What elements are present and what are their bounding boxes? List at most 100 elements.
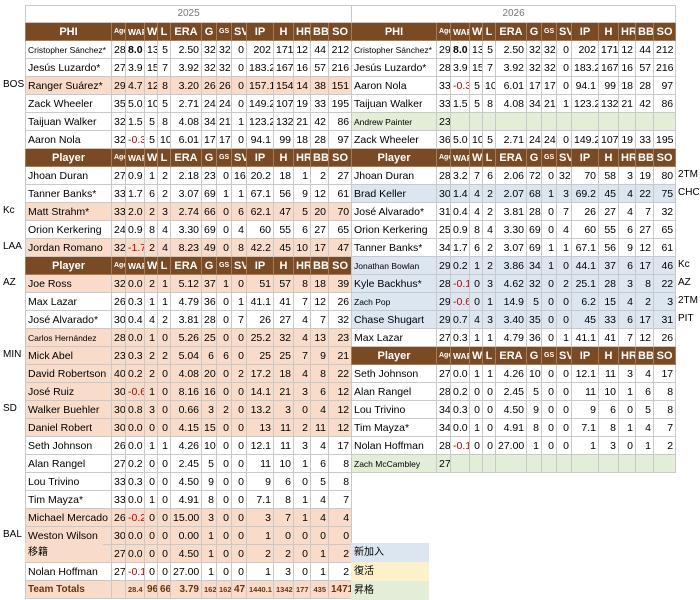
header-war: WAR (450, 148, 470, 167)
stat-gs: 1 (541, 238, 557, 257)
player-age: 30 (111, 418, 126, 437)
stat-ip: 42.2 (246, 238, 274, 257)
stat-l: 0 (157, 490, 171, 509)
stat-w: 5 (469, 94, 483, 113)
stat-hr: 6 (618, 256, 636, 275)
stat-war: 0.2 (450, 256, 470, 275)
stat-g: 32 (526, 40, 542, 59)
stat-hr: 7 (293, 346, 311, 365)
stat-gs: 1 (541, 184, 557, 203)
player-row: Jesús Luzardo*283.91573.9232320183.21671… (351, 58, 677, 77)
team-tag: PIT (678, 313, 694, 324)
header-era: ERA (495, 346, 527, 365)
stat-h: 56 (598, 238, 619, 257)
stat-war: -0.1 (450, 436, 470, 455)
header-bb: BB (310, 148, 329, 167)
stat-era (495, 112, 527, 131)
stat-so: 75 (652, 184, 677, 203)
stat-era: 2.71 (170, 94, 202, 113)
stat-era: 2.07 (495, 184, 527, 203)
stat-war: 0.7 (450, 310, 470, 329)
stat-sv: 0 (556, 76, 572, 95)
team-tag: SD (3, 403, 17, 414)
stat-bb: 18 (310, 274, 329, 293)
stat-w: 3 (144, 400, 158, 419)
player-name: Chase Shugart (351, 310, 437, 329)
stat-g: 36 (201, 292, 217, 311)
stat-gs: 0 (216, 382, 232, 401)
player-row: Cristopher Sánchez*298.01352.50323202021… (351, 40, 677, 59)
stat-w: 15 (469, 58, 483, 77)
column-header-row: PlayerAgeWARWLERAGGSSVIPHHRBBSO (25, 256, 353, 275)
stat-w: 1 (144, 328, 158, 347)
player-row: Jhoan Duran 28 3.2 7 6 2.06 72 0 32 70 58 3 19 80 (351, 166, 677, 185)
stat-gs: 0 (541, 418, 557, 437)
stat-bb: 28 (310, 130, 329, 149)
stat-l: 2 (482, 184, 496, 203)
stat-bb: 2 (635, 292, 654, 311)
player-age: 27 (436, 328, 451, 347)
player-age: 28 (111, 328, 126, 347)
stat-era: 3.07 (495, 238, 527, 257)
stat-h: 167 (598, 58, 619, 77)
header-player: Player (351, 346, 437, 365)
stat-hr: 0 (293, 400, 311, 419)
stat-h (598, 112, 619, 131)
stat-sv: 0 (231, 328, 247, 347)
stat-so: 12 (327, 400, 353, 419)
stat-war: 4.7 (125, 76, 145, 95)
player-row: Max Lazar 27 0.3 1 1 4.79 36 0 1 41.1 41 7 12 26 (351, 328, 677, 347)
stat-war: -0.1 (450, 274, 470, 293)
stat-h: 45 (598, 184, 619, 203)
player-age: 29 (436, 40, 451, 59)
player-age: 27 (111, 454, 126, 473)
stat-hr: 1 (618, 382, 636, 401)
player-age: 26 (111, 436, 126, 455)
player-row: Tanner Banks* 34 1.7 6 2 3.07 69 1 1 67.1 56 9 12 61 (351, 238, 677, 257)
stat-g: 1 (201, 526, 217, 545)
stat-ip: 123.2 (571, 94, 599, 113)
header-so: SO (652, 148, 677, 167)
player-row: Zach McCambley 27 (351, 454, 677, 473)
stat-g: 34 (526, 256, 542, 275)
player-row: Nolan Hoffman 27 -0.1 0 0 27.00 1 0 0 1 3 0 1 2 (25, 562, 353, 581)
stat-g: 5 (526, 382, 542, 401)
header-sv: SV (231, 256, 247, 275)
player-age: 28 (436, 58, 451, 77)
stat-so: 7 (652, 418, 677, 437)
stat-ip: 67.1 (246, 184, 274, 203)
player-name: Jesús Luzardo* (351, 58, 437, 77)
player-age: 28 (436, 166, 451, 185)
header-g: G (526, 22, 542, 41)
stat-so: 8 (652, 400, 677, 419)
player-name: Walker Buehler (25, 400, 112, 419)
stat-era: 4.08 (170, 112, 202, 131)
stat-l: 4 (482, 220, 496, 239)
stat-gs: 0 (216, 490, 232, 509)
player-row: José Alvarado* 30 0.4 4 2 3.81 28 0 7 26 27 4 7 32 (25, 310, 353, 329)
stat-g: 69 (201, 220, 217, 239)
stat-gs: 0 (541, 364, 557, 383)
stat-sv: 2 (556, 274, 572, 293)
stat-war: 0.9 (125, 166, 145, 185)
player-name: Alan Rangel (351, 382, 437, 401)
stat-h: 171 (273, 40, 294, 59)
legend-promoted: 昇格 (351, 581, 429, 600)
stat-gs: 0 (541, 274, 557, 293)
stat-w: 1 (144, 166, 158, 185)
stat-w: 6 (144, 184, 158, 203)
total-gs: 162 (216, 580, 232, 599)
stat-h: 11 (273, 418, 294, 437)
stat-l: 2 (157, 166, 171, 185)
stat-bb: 57 (635, 58, 654, 77)
roster-table-2025: 2025PHIAgeWARWLERAGGSSVIPHHRBBSOCristoph… (24, 5, 353, 599)
stat-ip: 1 (246, 562, 274, 581)
stat-gs: 0 (541, 220, 557, 239)
stat-l: 0 (482, 400, 496, 419)
stat-sv: 16 (231, 166, 247, 185)
player-age: 27 (111, 562, 126, 581)
stat-l: 2 (482, 256, 496, 275)
stat-bb: 0 (310, 526, 329, 545)
stat-war: 0.2 (450, 382, 470, 401)
team-totals-row: Team Totals 28.4 96 66 3.79 162 162 47 1440.1 134… (25, 580, 353, 599)
